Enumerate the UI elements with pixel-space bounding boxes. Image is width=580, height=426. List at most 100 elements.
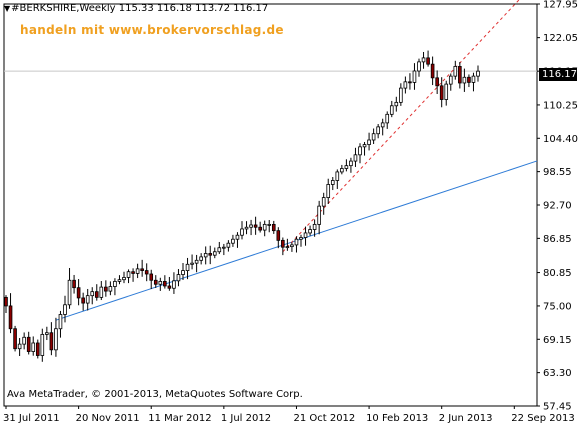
candle-body [253, 224, 258, 228]
candle-body [35, 342, 40, 356]
candle-body [471, 75, 476, 83]
candle-body [176, 274, 181, 282]
candle-body [167, 285, 172, 289]
candle-body [131, 271, 135, 274]
candle-body [285, 246, 290, 249]
candle-body [13, 328, 17, 350]
candle-body [326, 184, 331, 198]
symbol-info: ▼#BERKSHIRE,Weekly 115.33 116.18 113.72 … [4, 3, 268, 14]
candle-body [376, 126, 380, 135]
candle-body [458, 66, 462, 84]
candle-body [439, 85, 444, 100]
candle-body [126, 271, 131, 278]
copyright-text: Ava MetaTrader, © 2001-2013, MetaQuotes … [7, 389, 303, 400]
x-tick-label: 22 Sep 2013 [511, 413, 574, 424]
candle-body [199, 256, 203, 261]
y-tick-label: 122.05 [543, 33, 578, 44]
candle-body [94, 291, 99, 298]
candle-body [281, 239, 285, 248]
candle-body [367, 139, 371, 145]
candle-body [185, 263, 190, 271]
candle-body [421, 57, 426, 63]
candle-body [22, 336, 26, 345]
candle-body [231, 238, 235, 244]
y-tick-label: 69.15 [543, 335, 572, 346]
y-tick-label: 104.40 [543, 134, 578, 145]
candle-body [358, 146, 362, 156]
candle-body [76, 287, 81, 299]
candle-body [212, 251, 217, 256]
candle-body [267, 223, 272, 226]
candle-body [72, 279, 76, 289]
candle-body [399, 87, 403, 103]
candle-body [244, 226, 249, 230]
candle-body [330, 180, 335, 185]
candle-body [271, 223, 276, 232]
candle-body [294, 238, 299, 246]
symbol-line: #BERKSHIRE,Weekly 115.33 116.18 113.72 1… [11, 3, 269, 14]
candle-body [290, 244, 294, 248]
candle-body [108, 286, 113, 292]
x-tick-label: 21 Oct 2012 [293, 413, 355, 424]
candle-body [448, 75, 453, 85]
candle-body [417, 61, 421, 72]
candle-body [85, 295, 90, 304]
candle-body [476, 70, 480, 77]
candle-body [394, 101, 399, 107]
current-price-tag: 116.17 [539, 68, 577, 81]
candle-body [117, 279, 122, 282]
candle-body [8, 305, 13, 330]
candle-body [58, 314, 63, 330]
candle-body [258, 226, 262, 231]
candle-body [99, 286, 104, 298]
x-tick-label: 1 Jul 2012 [221, 413, 271, 424]
candle-body [81, 297, 85, 304]
symbol-triangle-icon: ▼ [4, 4, 11, 13]
x-tick-label: 2 Jun 2013 [439, 413, 493, 424]
candle-body [426, 57, 430, 65]
y-tick-label: 92.70 [543, 201, 572, 212]
x-tick-label: 11 Mar 2012 [148, 413, 211, 424]
candle-body [462, 76, 467, 84]
candle-body [17, 343, 22, 350]
y-tick-label: 98.55 [543, 167, 572, 178]
candle-body [276, 230, 281, 241]
candle-body [153, 279, 158, 285]
candle-body [149, 273, 154, 281]
candle-body [317, 205, 321, 225]
candle-body [299, 237, 303, 240]
candle-body [321, 197, 326, 207]
candle-body [45, 332, 49, 335]
candle-body [113, 281, 117, 287]
y-tick-label: 86.85 [543, 234, 572, 245]
candle-body [430, 63, 435, 79]
candle-body [353, 154, 358, 162]
candle-body [54, 328, 58, 351]
candle-body [140, 268, 144, 271]
candle-body [235, 234, 240, 240]
candle-body [203, 253, 208, 258]
candle-body [362, 144, 367, 148]
plot-area [3, 3, 538, 407]
candle-body [467, 76, 471, 83]
candle-body [349, 160, 353, 167]
candle-body [172, 280, 176, 289]
candle-body [340, 168, 344, 173]
candle-body [122, 277, 126, 281]
y-tick-label: 63.30 [543, 368, 572, 379]
y-tick-label: 110.25 [543, 100, 578, 111]
candle-body [444, 83, 449, 100]
candle-body [31, 342, 36, 352]
candle-body [240, 228, 244, 236]
x-tick-label: 10 Feb 2013 [366, 413, 428, 424]
y-tick-label: 80.85 [543, 268, 572, 279]
candle-body [49, 332, 54, 351]
watermark: handeln mit www.brokervorschlag.de [20, 23, 284, 37]
x-tick-label: 20 Nov 2011 [76, 413, 140, 424]
candle-body [67, 279, 72, 306]
candle-body [190, 262, 194, 265]
candle-body [453, 66, 458, 77]
candle-body [385, 113, 390, 124]
candle-body [63, 304, 67, 315]
